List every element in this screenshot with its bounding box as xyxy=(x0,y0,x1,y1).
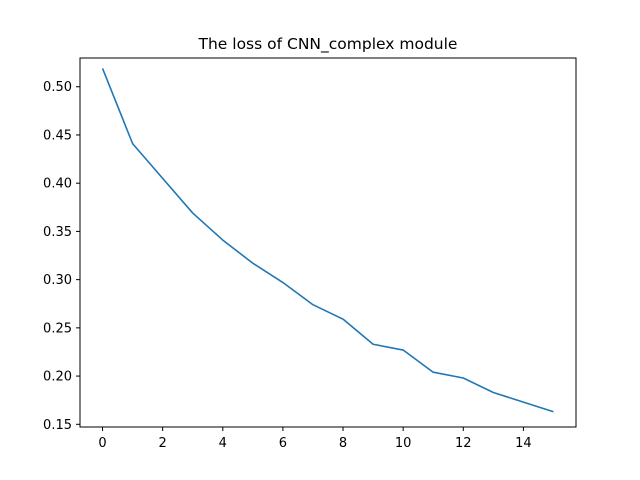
y-tick-label: 0.25 xyxy=(43,321,72,336)
y-tick-label: 0.30 xyxy=(43,273,72,288)
series-line-loss xyxy=(101,68,554,413)
chart-title: The loss of CNN_complex module xyxy=(198,35,458,54)
x-tick-label: 8 xyxy=(339,436,347,451)
x-tick-label: 6 xyxy=(279,436,287,451)
x-tick-label: 2 xyxy=(159,436,167,451)
y-tick-label: 0.50 xyxy=(43,80,72,95)
x-tick-label: 12 xyxy=(455,436,472,451)
y-tick-label: 0.40 xyxy=(43,177,72,192)
y-tick-label: 0.15 xyxy=(43,418,72,433)
x-tick-label: 4 xyxy=(219,436,227,451)
y-tick-label: 0.35 xyxy=(43,225,72,240)
y-tick-label: 0.20 xyxy=(43,370,72,385)
x-tick-label: 14 xyxy=(515,436,532,451)
x-tick-label: 0 xyxy=(98,436,106,451)
y-tick-label: 0.45 xyxy=(43,128,72,143)
x-tick-label: 10 xyxy=(395,436,412,451)
plot-frame xyxy=(79,57,577,428)
